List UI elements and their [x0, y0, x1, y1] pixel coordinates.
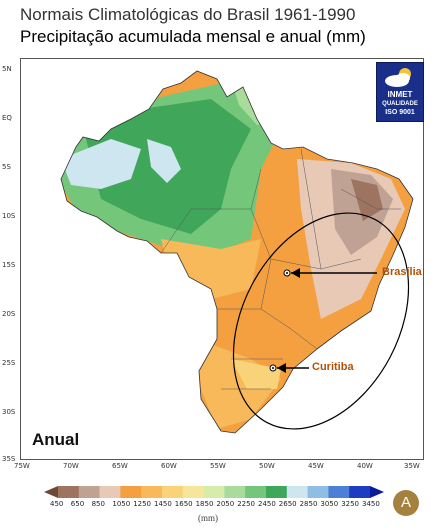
- curitiba-arrowhead: [277, 363, 286, 373]
- lat-label: EQ: [2, 114, 12, 122]
- legend-cell: [120, 486, 142, 498]
- lon-label: 40W: [357, 462, 373, 470]
- map-frame: [20, 58, 424, 460]
- curitiba-marker-dot: [272, 367, 274, 369]
- legend-cell: [78, 486, 100, 498]
- legend-label: 850: [91, 500, 105, 508]
- lon-label: 75W: [14, 462, 30, 470]
- lat-label: 5N: [2, 65, 12, 73]
- legend-label: 2050: [216, 500, 235, 508]
- legend-cells: [58, 486, 371, 498]
- legend-cell: [266, 486, 288, 498]
- legend-label: 3250: [341, 500, 360, 508]
- lat-label: 10S: [2, 212, 16, 220]
- weather-cloud-icon: [385, 68, 411, 87]
- legend-label: 2250: [237, 500, 256, 508]
- lon-label: 55W: [210, 462, 226, 470]
- lat-label: 15S: [2, 261, 16, 269]
- legend-label: 2850: [299, 500, 318, 508]
- lat-label: 20S: [2, 310, 16, 318]
- brasilia-arrowhead: [291, 268, 300, 278]
- legend-label: 650: [70, 500, 85, 508]
- inmet-logo: INMET QUALIDADE ISO 9001: [376, 62, 424, 122]
- lon-label: 70W: [63, 462, 79, 470]
- legend-label: 1050: [112, 500, 131, 508]
- legend-color-bar: [44, 486, 384, 498]
- lon-label: 60W: [161, 462, 177, 470]
- lat-label: 30S: [2, 408, 16, 416]
- legend-cell: [99, 486, 121, 498]
- brazil-outline: [60, 70, 414, 434]
- legend-label: 1850: [195, 500, 214, 508]
- city-label-brasilia: Brasília: [382, 266, 422, 278]
- legend-left-arrow: [44, 486, 58, 498]
- lon-label: 65W: [112, 462, 128, 470]
- legend-label: 1450: [154, 500, 172, 508]
- legend-cell: [328, 486, 350, 498]
- legend-label: 2450: [258, 500, 276, 508]
- legend-label: 450: [50, 500, 64, 508]
- lat-label: 5S: [2, 163, 11, 171]
- legend-cell: [162, 486, 184, 498]
- legend-label: 3450: [362, 500, 380, 508]
- legend-unit: (mm): [198, 513, 218, 523]
- legend-label: 1250: [133, 500, 152, 508]
- lon-label: 45W: [308, 462, 324, 470]
- precipitation-map: [21, 59, 423, 459]
- legend-label: 3050: [320, 500, 339, 508]
- lon-label: 35W: [404, 462, 420, 470]
- lon-label: 50W: [259, 462, 275, 470]
- lat-label: 35S: [2, 455, 16, 463]
- legend-cell: [182, 486, 204, 498]
- legend-cell: [307, 486, 329, 498]
- logo-iso-text: ISO 9001: [385, 109, 415, 116]
- legend-cell: [224, 486, 246, 498]
- legend-cell: [203, 486, 225, 498]
- legend-cell: [58, 486, 80, 498]
- legend-cell: [141, 486, 163, 498]
- lat-label: 25S: [2, 359, 16, 367]
- period-label: Anual: [32, 430, 80, 449]
- map-subtitle: Precipitação acumulada mensal e anual (m…: [20, 27, 366, 46]
- city-label-curitiba: Curitiba: [312, 361, 354, 373]
- map-title: Normais Climatológicas do Brasil 1961-19…: [20, 5, 356, 24]
- logo-inmet-text: INMET: [387, 90, 413, 99]
- region-highlight-ellipse: [232, 212, 410, 430]
- legend-cell: [286, 486, 308, 498]
- figure-badge: A: [393, 490, 419, 516]
- legend-cell: [349, 486, 371, 498]
- legend-cell: [245, 486, 267, 498]
- brasilia-marker-dot: [286, 272, 288, 274]
- legend-label: 1650: [174, 500, 193, 508]
- state-borders: [160, 148, 401, 390]
- legend-right-arrow: [370, 486, 384, 498]
- logo-quality-text: QUALIDADE: [382, 101, 418, 107]
- legend-label: 2650: [278, 500, 297, 508]
